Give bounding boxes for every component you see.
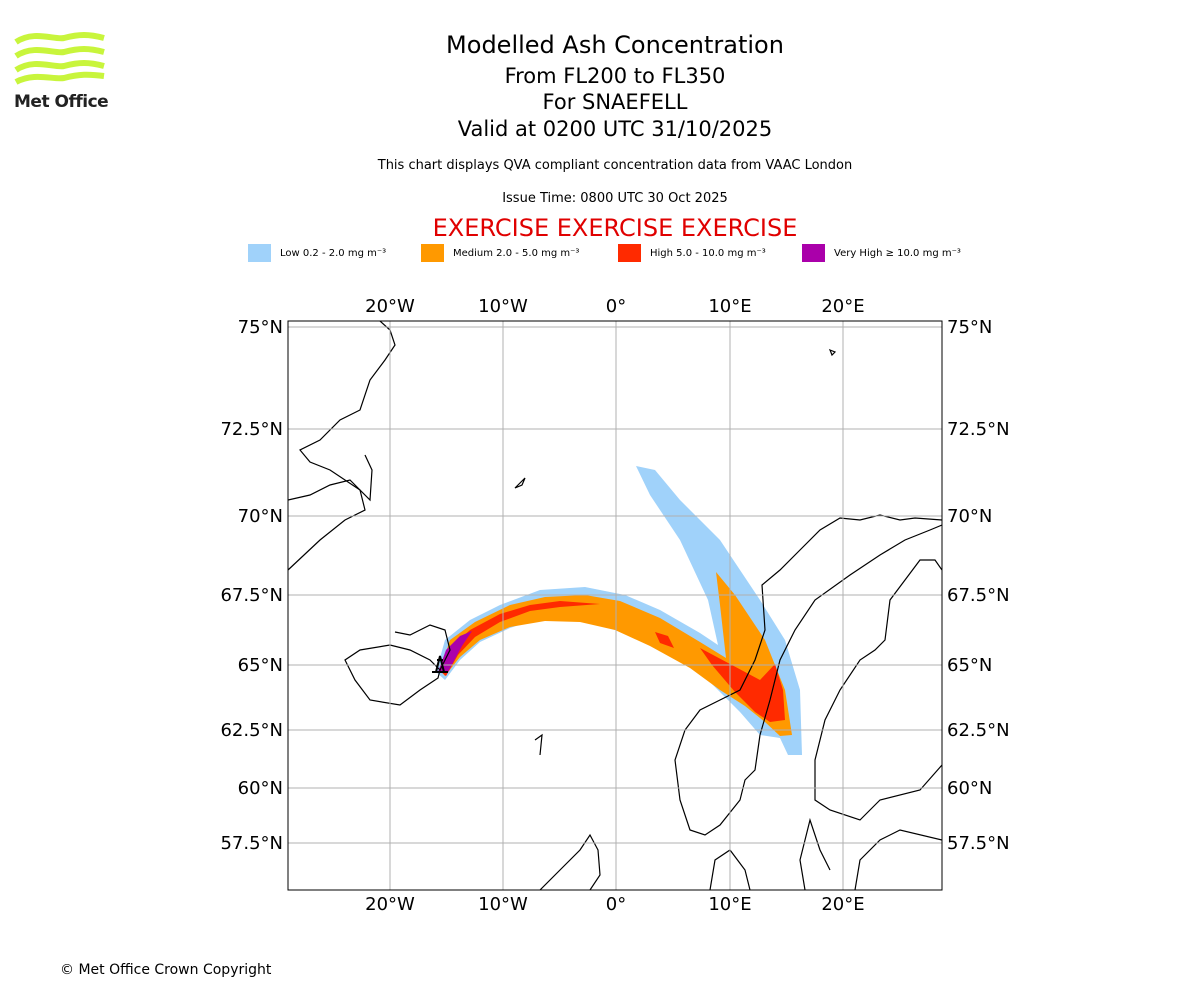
axis-label: 10°W [478, 296, 528, 317]
axis-label: 10°W [478, 894, 528, 915]
axis-label: 20°E [821, 296, 864, 317]
legend-label: High 5.0 - 10.0 mg m⁻³ [650, 247, 766, 259]
legend-swatch [248, 244, 271, 262]
axis-label: 65°N [238, 655, 283, 676]
axis-label: 67.5°N [220, 585, 283, 606]
volcano-icon [432, 655, 448, 673]
lat-labels-right: 75°N 72.5°N 70°N 67.5°N 65°N 62.5°N 60°N 57.… [947, 317, 1010, 854]
legend-item-very-high: Very High ≥ 10.0 mg m⁻³ [802, 244, 961, 262]
flight-levels: From FL200 to FL350 [504, 64, 726, 88]
axis-label: 20°E [821, 894, 864, 915]
legend-swatch [802, 244, 825, 262]
ash-high [655, 632, 674, 648]
exercise-banner: EXERCISE EXERCISE EXERCISE [432, 214, 798, 242]
valid-time: Valid at 0200 UTC 31/10/2025 [457, 117, 773, 141]
legend-item-medium: Medium 2.0 - 5.0 mg m⁻³ [421, 244, 579, 262]
legend-label: Medium 2.0 - 5.0 mg m⁻³ [453, 247, 580, 259]
axis-label: 70°N [947, 506, 992, 527]
axis-label: 75°N [947, 317, 992, 338]
met-office-logo [14, 32, 105, 85]
axis-label: 75°N [238, 317, 283, 338]
legend-swatch [618, 244, 641, 262]
description: This chart displays QVA compliant concen… [377, 158, 853, 173]
axis-label: 0° [606, 296, 626, 317]
issue-time: Issue Time: 0800 UTC 30 Oct 2025 [502, 191, 728, 206]
axis-label: 0° [606, 894, 626, 915]
axis-label: 72.5°N [220, 419, 283, 440]
ash-high [441, 601, 600, 676]
chart-title: Modelled Ash Concentration [446, 31, 784, 59]
volcano-name: For SNAEFELL [542, 90, 688, 114]
axis-label: 20°W [365, 296, 415, 317]
ash-very-high [438, 631, 472, 672]
legend-item-low: Low 0.2 - 2.0 mg m⁻³ [248, 244, 386, 262]
axis-label: 60°N [947, 778, 992, 799]
axis-label: 72.5°N [947, 419, 1010, 440]
axis-label: 57.5°N [947, 833, 1010, 854]
lat-labels-left: 75°N 72.5°N 70°N 67.5°N 65°N 62.5°N 60°N 57.… [220, 317, 283, 854]
logo-text: Met Office [14, 92, 109, 112]
axis-label: 65°N [947, 655, 992, 676]
copyright: © Met Office Crown Copyright [60, 962, 272, 978]
legend-item-high: High 5.0 - 10.0 mg m⁻³ [618, 244, 766, 262]
axis-label: 70°N [238, 506, 283, 527]
legend-label: Low 0.2 - 2.0 mg m⁻³ [280, 247, 387, 259]
axis-label: 10°E [708, 894, 751, 915]
map-frame [287, 320, 943, 891]
axis-label: 67.5°N [947, 585, 1010, 606]
axis-label: 62.5°N [947, 720, 1010, 741]
ash-medium [440, 572, 792, 736]
lon-labels-bottom: 20°W 10°W 0° 10°E 20°E [365, 894, 864, 915]
legend-label: Very High ≥ 10.0 mg m⁻³ [834, 247, 961, 259]
axis-label: 57.5°N [220, 833, 283, 854]
lon-labels-top: 20°W 10°W 0° 10°E 20°E [365, 296, 864, 317]
axis-label: 62.5°N [220, 720, 283, 741]
axis-label: 60°N [238, 778, 283, 799]
axis-label: 10°E [708, 296, 751, 317]
axis-label: 20°W [365, 894, 415, 915]
graticule [288, 321, 942, 890]
legend-swatch [421, 244, 444, 262]
